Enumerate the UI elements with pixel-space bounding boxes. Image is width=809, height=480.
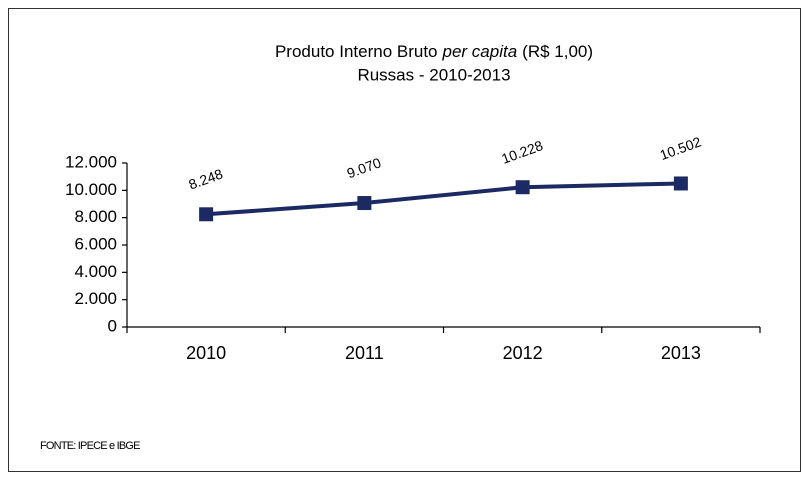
y-tick-label: 12.000 [65, 152, 117, 171]
point-marker [515, 180, 530, 195]
title-part: per capita [442, 42, 518, 61]
point-marker [673, 176, 688, 191]
source-note: FONTE: IPECE e IBGE [40, 440, 140, 452]
chart-subtitle: Russas - 2010-2013 [357, 65, 510, 84]
x-tick-label: 2010 [186, 343, 226, 363]
point-marker [357, 196, 372, 211]
x-tick-label: 2013 [661, 343, 701, 363]
x-tick-label: 2011 [345, 343, 384, 363]
y-tick-label: 10.000 [65, 180, 117, 199]
y-tick-label: 6.000 [74, 234, 117, 253]
title-part: (R$ 1,00) [522, 42, 593, 61]
y-tick-label: 0 [108, 316, 117, 335]
chart-title: Produto Interno Bruto per capita (R$ 1,00) [275, 42, 593, 61]
y-tick-label: 4.000 [74, 262, 117, 281]
chart-border [8, 8, 801, 472]
y-tick-label: 2.000 [74, 289, 117, 308]
point-marker [199, 207, 214, 222]
series-line [205, 181, 681, 217]
x-tick-label: 2012 [503, 343, 543, 363]
y-tick-label: 8.000 [74, 207, 117, 226]
title-part: Produto Interno Bruto [275, 42, 438, 61]
